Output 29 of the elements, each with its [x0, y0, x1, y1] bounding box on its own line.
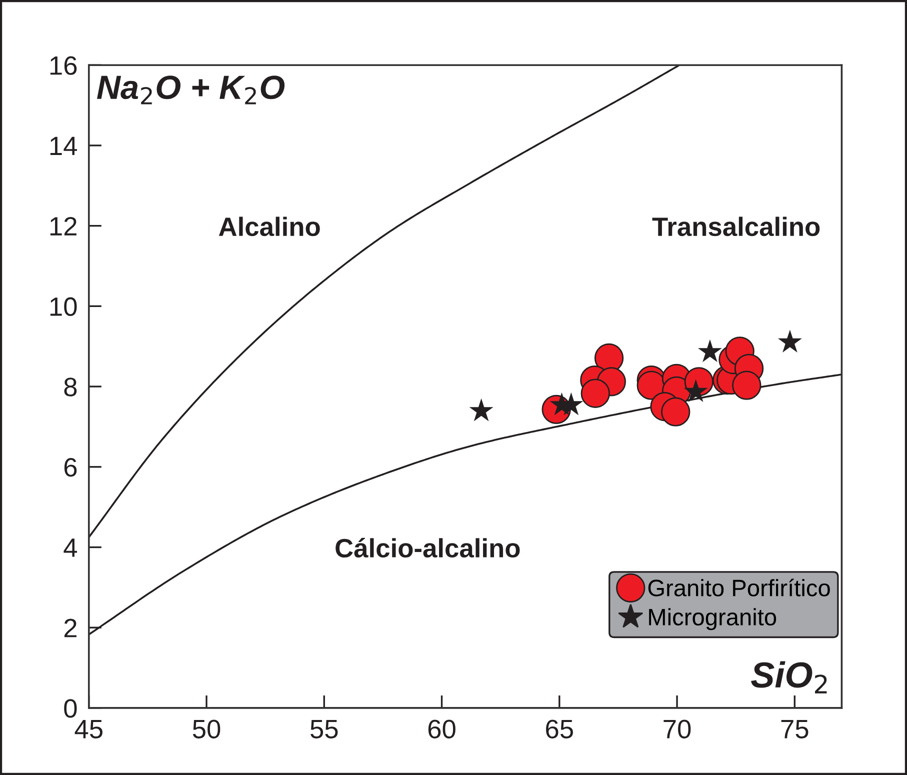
y-axis-title: Na$_{2}$O + K$_{2}$O: [97, 76, 285, 104]
legend-label: Microgranito: [649, 608, 776, 630]
point: [778, 330, 802, 353]
legend-label: Granito Porfirítico: [648, 578, 830, 596]
y-tick-label: 8: [64, 378, 77, 396]
x-tick-label: 50: [192, 720, 220, 738]
point: [732, 370, 762, 400]
point: [580, 378, 610, 408]
y-tick-label: 14: [50, 136, 78, 156]
point: [469, 398, 494, 422]
annotation: Cálcio-alcalino: [336, 538, 520, 558]
point: [661, 397, 690, 426]
x-tick-label: 75: [781, 720, 808, 738]
y-tick-label: 6: [64, 458, 77, 477]
x-tick-label: 60: [428, 720, 456, 738]
x-tick-label: 65: [546, 720, 573, 738]
x-tick-label: 45: [74, 720, 102, 738]
point: [698, 339, 722, 362]
y-tick-label: 12: [50, 216, 76, 236]
x-axis-title: SiO$_{2}$: [751, 661, 827, 694]
y-tick-label: 16: [50, 56, 77, 75]
x-tick-label: 70: [664, 720, 691, 738]
y-tick-label: 0: [64, 699, 77, 718]
annotation: Transalcalino: [652, 216, 820, 236]
x-tick-label: 55: [310, 720, 338, 738]
y-tick-label: 10: [50, 297, 77, 316]
y-tick-label: 4: [64, 538, 78, 557]
y-tick-label: 2: [64, 618, 76, 638]
annotation: Alcalino: [218, 216, 320, 236]
